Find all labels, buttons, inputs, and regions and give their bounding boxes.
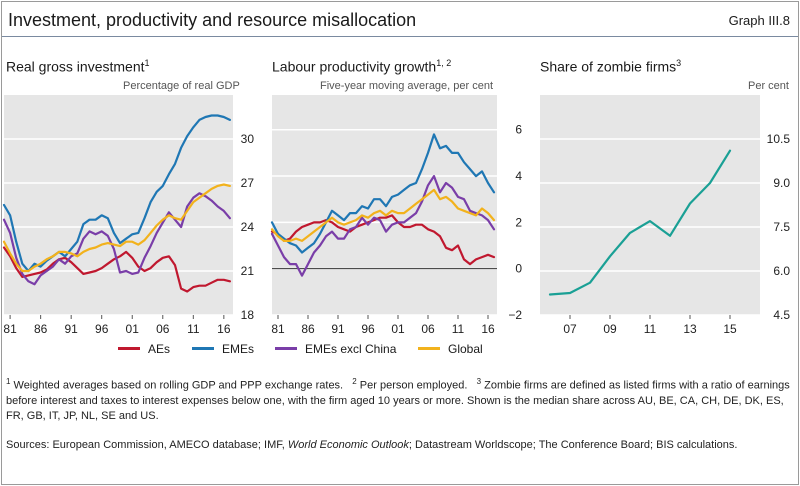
- panel-1-xtick-label: 96: [95, 322, 109, 336]
- graph-number: Graph III.8: [728, 13, 790, 28]
- footnotes: 1 Weighted averages based on rolling GDP…: [6, 374, 794, 424]
- footnote-3: Zombie firms are defined as listed firms…: [6, 379, 790, 422]
- figure-title: Investment, productivity and resource mi…: [8, 10, 417, 30]
- panel-2-xtick-label: 06: [421, 322, 435, 336]
- panel-3-plot-area: [540, 95, 760, 315]
- panel-2-ytick-label: 6: [515, 123, 522, 137]
- sources-prefix: Sources: European Commission, AMECO data…: [6, 439, 288, 451]
- panel-1-ytick-label: 18: [241, 308, 255, 322]
- panel-1-ytick-label: 30: [241, 132, 255, 146]
- panel-3-title-text: Share of zombie firms: [540, 58, 677, 75]
- legend-item-global: Global: [418, 342, 483, 356]
- panel-1-title-text: Real gross investment: [6, 58, 145, 75]
- panel-3-ytick-label: 6.0: [773, 264, 790, 278]
- panel-1-ytick-label: 21: [241, 264, 255, 278]
- panel-2-xtick-label: 96: [361, 322, 375, 336]
- panel-1-line-global: [2, 183, 231, 273]
- panel-2-line-emes: [270, 133, 496, 254]
- panel-2-ytick-label: 0: [515, 262, 522, 276]
- panel-3-ytick-label: 9.0: [773, 176, 790, 190]
- legend-swatch-emes-excl-china: [275, 347, 297, 351]
- panel-3-title-note: 3: [676, 58, 682, 68]
- legend-swatch-aes: [118, 347, 140, 351]
- footnote-2: Per person employed.: [356, 379, 468, 392]
- panel-2-xtick-label: 01: [391, 322, 405, 336]
- legend-item-emes: EMEs: [192, 342, 254, 356]
- footnote-1-marker: 1: [6, 377, 11, 386]
- panel-1-xtick-label: 16: [217, 322, 231, 336]
- panel-3-xtick-label: 07: [563, 322, 577, 336]
- panel-2-line-global: [270, 188, 496, 242]
- panel-2-ytick-label: 4: [515, 169, 522, 183]
- panel-2-xtick-label: 91: [331, 322, 345, 336]
- footnote-3-marker: 3: [476, 377, 482, 386]
- panel-1-xtick-label: 91: [64, 322, 78, 336]
- panel-3-xtick-label: 15: [723, 322, 737, 336]
- legend-swatch-emes: [192, 347, 214, 351]
- panel-1-plot-area: [4, 95, 233, 315]
- panel-3-unit: Per cent: [748, 80, 789, 92]
- panel-1-xtick-label: 01: [126, 322, 140, 336]
- panel-3-ytick-label: 10.5: [767, 132, 791, 146]
- legend-swatch-global: [418, 347, 440, 351]
- legend-item-emes-excl-china: EMEs excl China: [275, 342, 396, 356]
- panel-1-title-note: 1: [144, 58, 150, 68]
- legend-label-emes: EMEs: [222, 342, 255, 356]
- panel-2-title: Labour productivity growth1, 2: [272, 58, 451, 75]
- panel-1-line-emes: [2, 114, 231, 273]
- panel-2-xtick-label: 81: [271, 322, 285, 336]
- panel-2-line-aes: [270, 214, 496, 266]
- panel-1-unit: Percentage of real GDP: [123, 80, 240, 92]
- panel-3-ytick-label: 4.5: [773, 308, 790, 322]
- panel-2-unit: Five-year moving average, per cent: [320, 80, 494, 92]
- sources-suffix: ; Datastream Worldscope; The Conference …: [408, 439, 738, 451]
- panel-1-ytick-label: 27: [241, 176, 255, 190]
- footnote-1: Weighted averages based on rolling GDP a…: [10, 379, 344, 392]
- legend-item-aes: AEs: [118, 342, 170, 356]
- panel-2-xtick-label: 86: [301, 322, 315, 336]
- panel-1-xtick-label: 11: [187, 322, 200, 336]
- panel-3-xtick-label: 13: [683, 322, 697, 336]
- legend-label-global: Global: [448, 342, 483, 356]
- panel-2-xtick-label: 11: [452, 322, 465, 336]
- legend-label-aes: AEs: [148, 342, 171, 356]
- panel-3-line-series: [548, 149, 732, 296]
- figure-header: Investment, productivity and resource mi…: [2, 2, 798, 37]
- footnote-2-marker: 2: [352, 377, 357, 386]
- sources: Sources: European Commission, AMECO data…: [6, 438, 794, 453]
- panel-2-title-note: 1, 2: [436, 58, 452, 68]
- sources-italic: World Economic Outlook: [287, 439, 409, 451]
- panel-1-xtick-label: 81: [3, 322, 17, 336]
- panel-2-title-text: Labour productivity growth: [272, 58, 437, 75]
- panel-2-ytick-label: −2: [508, 308, 522, 322]
- panel-2-line-emes-excl-china: [270, 175, 496, 277]
- panel-2-xtick-label: 16: [481, 322, 495, 336]
- panel-3-title: Share of zombie firms3: [540, 58, 681, 75]
- panel-1-xtick-label: 06: [156, 322, 170, 336]
- panel-3-ytick-label: 7.5: [773, 220, 790, 234]
- panel-1-title: Real gross investment1: [6, 58, 150, 75]
- panel-1-line-emes-excl-china: [2, 192, 231, 286]
- panel-3-xtick-label: 09: [603, 322, 617, 336]
- legend-label-emes-excl-china: EMEs excl China: [305, 342, 397, 356]
- panel-2-ytick-label: 2: [515, 215, 522, 229]
- panel-1-ytick-label: 24: [241, 220, 255, 234]
- panel-1-xtick-label: 86: [34, 322, 48, 336]
- panel-3-xtick-label: 11: [644, 322, 657, 336]
